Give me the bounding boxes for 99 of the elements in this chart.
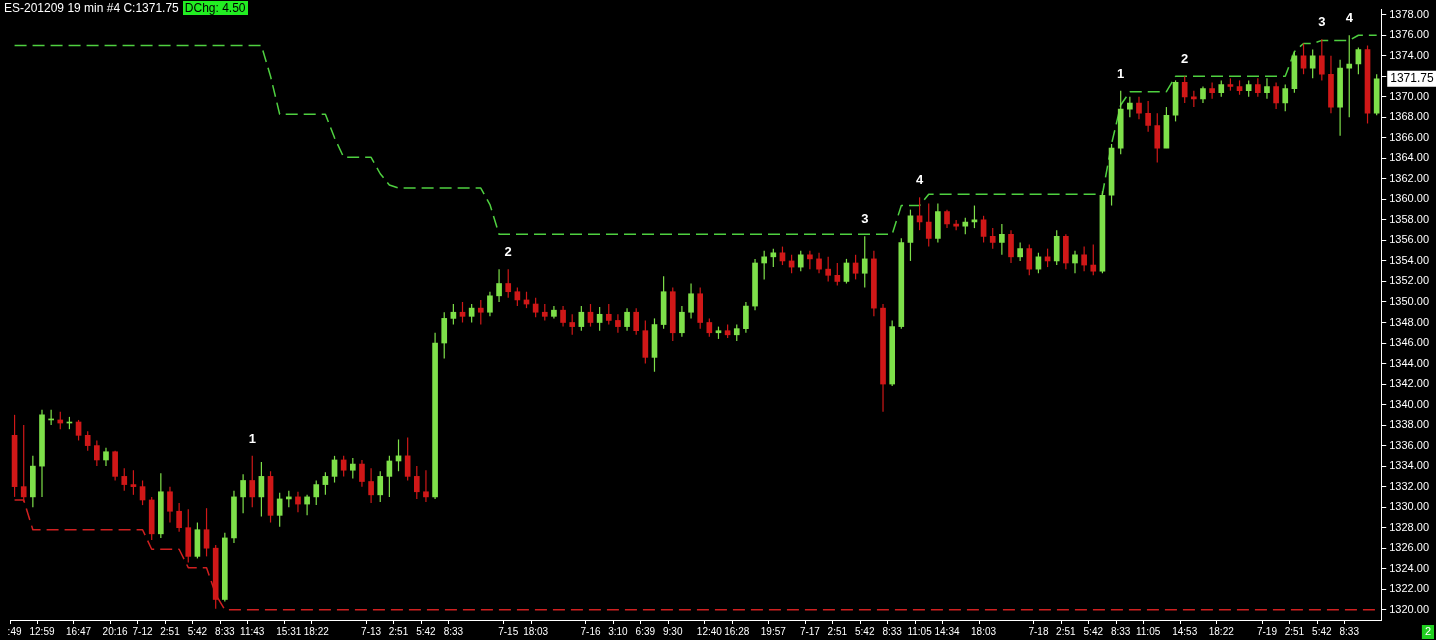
candlestick [697,287,704,330]
x-tick-label: 6:39 [635,625,656,637]
x-tick-label: 5:42 [855,625,875,637]
x-tick-label: 8:33 [882,625,903,637]
y-tick-label: 1344.00 [1389,356,1429,369]
candlestick [1318,38,1325,81]
x-tick-label: 9:30 [663,625,683,637]
x-tick-label: 8:33 [443,625,464,637]
y-tick-label: 1350.00 [1389,295,1429,308]
x-tick-label: 5:42 [1083,625,1104,637]
x-tick-label: 12:59 [29,625,55,637]
annotation: 3 [861,211,869,227]
candlestick [770,248,777,268]
annotation: 2 [1181,51,1189,67]
x-tick-label: 18:03 [971,625,997,637]
y-tick-label: 1358.00 [1389,212,1429,225]
x-tick-label: 11:05 [907,625,933,637]
y-tick-label: 1332.00 [1389,479,1429,492]
candlestick [989,227,996,250]
y-tick-label: 1322.00 [1389,582,1429,595]
candlestick [121,467,128,492]
x-tick-label: 7-12 [132,625,153,637]
y-tick-label: 1328.00 [1389,520,1429,533]
y-tick-label: 1354.00 [1389,253,1429,266]
x-tick-label: 5:42 [1312,625,1332,637]
x-tick-label: 14:34 [934,625,960,637]
y-tick-label: 1348.00 [1389,315,1429,328]
y-tick-label: 1362.00 [1389,171,1429,184]
x-tick-label: 7-18 [1028,625,1049,637]
y-tick-label: 1366.00 [1389,130,1429,143]
candlestick [349,457,356,480]
x-tick-label: 18:22 [303,625,330,637]
x-tick-label: 2:51 [388,625,409,637]
y-tick-label: 1324.00 [1389,561,1429,574]
y-tick-label: 1360.00 [1389,192,1429,205]
x-tick-label: 14:53 [1172,625,1198,637]
candlestick [834,262,841,287]
x-tick-label: 11:43 [240,625,265,637]
x-tick-label: 7-13 [361,625,382,637]
chart-subtitle: DChg: 4.50 [182,1,248,15]
y-tick-label: 1330.00 [1389,500,1429,513]
text: 2 [1424,625,1431,638]
x-tick-label: 12:40 [696,625,723,637]
x-tick-label: 15:31 [276,625,302,637]
x-tick-label: 2:51 [1284,625,1305,637]
x-tick-label: 19:57 [760,625,787,637]
annotation: 4 [915,172,924,188]
candlestick [185,508,192,564]
annotation: 1 [1117,65,1125,81]
y-tick-label: 1370.00 [1389,89,1429,102]
x-tick-label: 7-15 [498,625,519,637]
x-tick-label: 5:42 [416,625,437,637]
x-tick-label: 16:28 [724,625,750,637]
candlestick [505,268,512,299]
x-tick-label: 8:33 [1339,625,1360,637]
x-tick-label: 18:03 [523,625,549,637]
y-tick-label: 1364.00 [1389,151,1429,164]
x-tick-label: 7-19 [1256,625,1278,637]
text: 1371.75 [1390,71,1434,86]
x-tick-label: 3:10 [608,625,629,637]
y-tick-label: 1334.00 [1389,459,1429,472]
annotation: 2 [504,244,512,260]
y-tick-label: 1352.00 [1389,274,1429,287]
candlestick [1255,77,1261,98]
annotation: 1 [248,430,256,446]
x-tick-label: 20:16 [102,625,129,637]
y-tick-label: 1326.00 [1389,541,1429,554]
x-tick-label: 8:33 [1110,625,1131,637]
y-tick-label: 1338.00 [1389,418,1429,431]
annotation: 3 [1318,14,1326,30]
chart-title: ES-201209 19 min #4 C:1371.75 [4,1,179,15]
x-tick-label: 2:51 [1056,625,1077,637]
y-tick-label: 1374.00 [1389,48,1429,61]
y-tick-label: 1340.00 [1389,397,1429,410]
y-tick-label: 1356.00 [1389,233,1429,246]
y-tick-label: 1320.00 [1389,602,1429,615]
x-tick-label: 16:47 [66,625,92,637]
x-tick-label: 2:51 [827,625,848,637]
candlestick [1090,243,1097,276]
annotation: 4 [1345,10,1354,26]
candlestick [825,256,831,283]
x-tick-label: 5:42 [187,625,208,637]
y-tick-label: 1342.00 [1389,377,1429,390]
y-tick-label: 1336.00 [1389,438,1429,451]
x-tick-label: 8:33 [215,625,235,637]
x-tick-label: 2:51 [160,625,181,637]
candlestick [477,299,484,326]
x-tick-label: 7-16 [580,625,601,637]
candlestick [605,303,612,326]
y-tick-label: 1346.00 [1389,336,1429,349]
y-tick-label: 1368.00 [1389,110,1429,123]
x-tick-label: 7-17 [799,625,821,637]
candlestick [569,313,576,336]
x-tick-label: 11:05 [1135,625,1161,637]
line-series [13,34,1378,236]
x-tick-label: 18:22 [1208,625,1235,637]
x-tick-label: :49 [7,625,22,637]
y-tick-label: 1378.00 [1389,7,1429,20]
y-tick-label: 1376.00 [1389,28,1429,41]
